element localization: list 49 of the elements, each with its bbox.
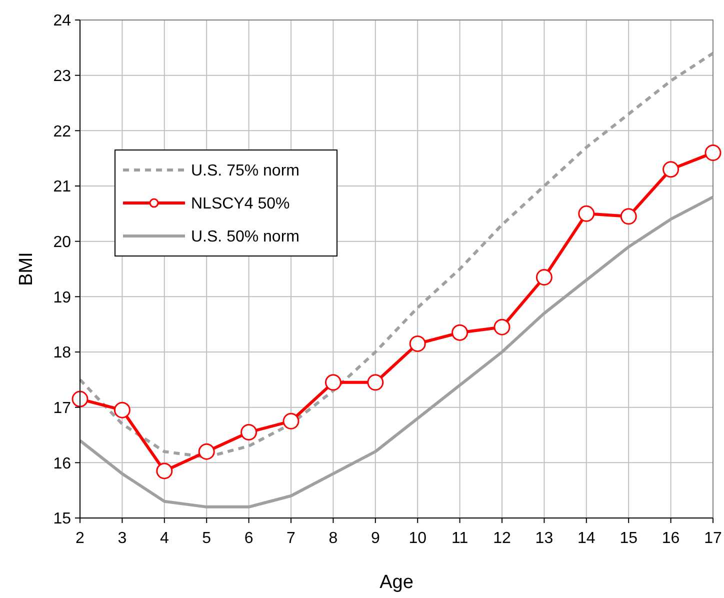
point — [114, 402, 130, 418]
point — [620, 208, 637, 225]
line-series — [78, 196, 714, 508]
point — [240, 424, 258, 440]
y-axis-title: BMI — [16, 252, 37, 286]
point — [367, 374, 384, 391]
point — [198, 443, 215, 460]
x-tick-label: 9 — [370, 530, 380, 547]
x-tick-label: 10 — [408, 530, 427, 547]
legend-label: U.S. 75% norm — [191, 162, 300, 180]
point — [409, 335, 426, 352]
y-tick-label: 22 — [53, 123, 72, 140]
x-tick-label: 11 — [451, 530, 468, 547]
y-tick-label: 16 — [53, 455, 72, 472]
x-tick-label: 2 — [76, 530, 85, 547]
x-tick-label: 3 — [118, 530, 127, 547]
x-tick-label: 16 — [662, 530, 680, 547]
x-tick-label: 14 — [578, 530, 596, 547]
x-tick-label: 6 — [244, 530, 254, 547]
x-tick-label: 13 — [535, 530, 554, 547]
line-series — [78, 52, 714, 459]
y-tick-label: 21 — [53, 178, 72, 196]
point — [72, 390, 88, 408]
legend-label: NLSCY4 50% — [191, 196, 290, 213]
point — [156, 462, 173, 480]
point — [578, 205, 595, 222]
y-tick-label: 23 — [53, 68, 72, 85]
point — [452, 324, 468, 341]
y-tick-label: 24 — [53, 12, 72, 30]
point — [704, 144, 722, 162]
point — [662, 161, 680, 178]
point — [324, 374, 342, 391]
legend-label: U.S. 50% norm — [191, 228, 300, 246]
point — [536, 269, 552, 286]
x-tick-label: 4 — [160, 530, 169, 547]
x-tick-label: 17 — [704, 530, 722, 547]
x-tick-label: 5 — [202, 530, 212, 547]
y-tick-label: 19 — [53, 289, 72, 306]
y-tick-label: 18 — [53, 344, 72, 362]
x-tick-label: 8 — [328, 530, 338, 547]
x-tick-label: 15 — [620, 530, 638, 547]
point — [282, 412, 300, 430]
y-tick-label: 15 — [53, 510, 72, 528]
y-tick-label: 20 — [53, 234, 72, 251]
x-axis-title: Age — [380, 572, 414, 593]
x-tick-label: 12 — [493, 530, 511, 547]
x-tick-label: 7 — [286, 530, 296, 547]
y-tick-label: 17 — [53, 400, 72, 417]
point — [494, 318, 510, 336]
